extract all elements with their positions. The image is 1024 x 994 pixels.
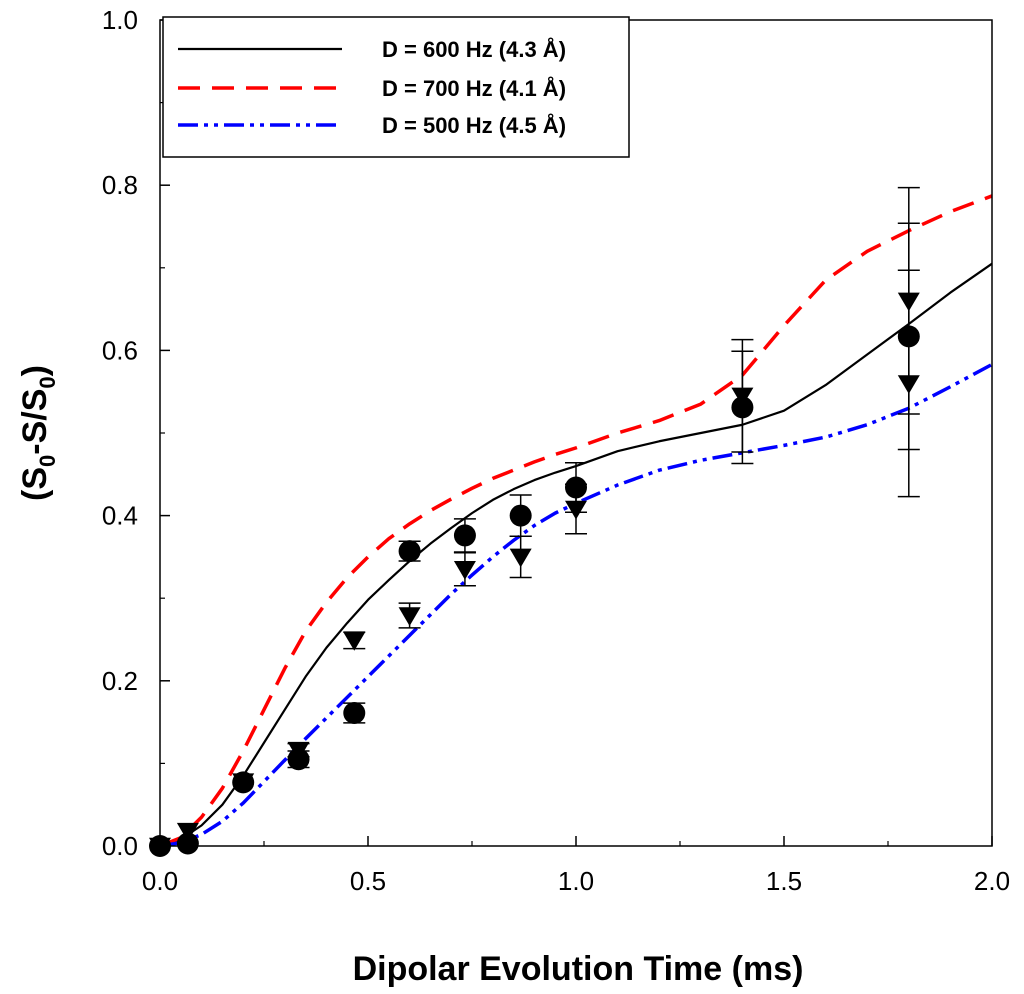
data-point-triangle	[453, 561, 476, 580]
y-tick-label: 0.6	[102, 335, 138, 365]
data-point-circle	[731, 396, 754, 419]
legend-label-700: D = 700 Hz (4.1 Å)	[382, 75, 566, 101]
x-tick-label: 1.5	[766, 866, 802, 896]
data-point-triangle	[897, 292, 920, 312]
series-line-2	[159, 362, 993, 848]
x-tick-label: 0.0	[142, 866, 178, 896]
points-layer	[149, 186, 920, 857]
x-tick-label: 0.5	[350, 866, 386, 896]
data-point-circle	[232, 771, 255, 794]
y-tick-label: 1.0	[102, 5, 138, 35]
y-title-part-2: -S/S	[16, 389, 54, 455]
series-line-1	[159, 194, 993, 848]
y-title-sub-1: 0	[35, 455, 60, 467]
data-point-circle	[565, 476, 587, 499]
axes-layer: 0.0 0.5 1.0 1.5 2.0 0.0 0.2 0.4 0.6 0.8 1.0	[102, 5, 1010, 896]
data-point-triangle	[176, 822, 199, 842]
legend-label-500: D = 500 Hz (4.5 Å)	[382, 112, 566, 138]
data-point-triangle	[509, 548, 532, 568]
y-tick-label: 0.8	[102, 170, 138, 200]
data-point-circle	[897, 325, 920, 348]
curves-layer	[159, 194, 993, 848]
x-tick-label: 1.0	[558, 866, 594, 896]
data-point-triangle	[343, 632, 366, 651]
data-point-circle	[453, 524, 476, 547]
y-title-sub-2: 0	[35, 376, 60, 388]
legend: D = 600 Hz (4.3 Å) D = 700 Hz (4.1 Å) D …	[162, 16, 630, 158]
y-tick-label: 0.4	[102, 501, 138, 531]
x-tick-label: 2.0	[974, 866, 1010, 896]
series-line-0	[159, 262, 993, 848]
y-title-part-3: )	[16, 365, 54, 376]
data-point-triangle	[897, 375, 920, 394]
y-tick-label: 0.2	[102, 666, 138, 696]
x-axis-title: Dipolar Evolution Time (ms)	[353, 950, 804, 988]
y-axis-title: (S0-S/S0)	[16, 365, 60, 501]
data-point-triangle	[565, 500, 587, 520]
data-point-triangle	[398, 607, 421, 626]
legend-label-600: D = 600 Hz (4.3 Å)	[382, 36, 566, 62]
legend-box	[162, 16, 630, 158]
data-point-circle	[509, 504, 532, 527]
data-point-circle	[398, 540, 421, 563]
data-point-circle	[176, 832, 199, 855]
data-point-circle	[287, 748, 310, 771]
data-point-circle	[343, 702, 366, 725]
y-title-part-1: (S	[16, 467, 54, 501]
y-tick-label: 0.0	[102, 831, 138, 861]
